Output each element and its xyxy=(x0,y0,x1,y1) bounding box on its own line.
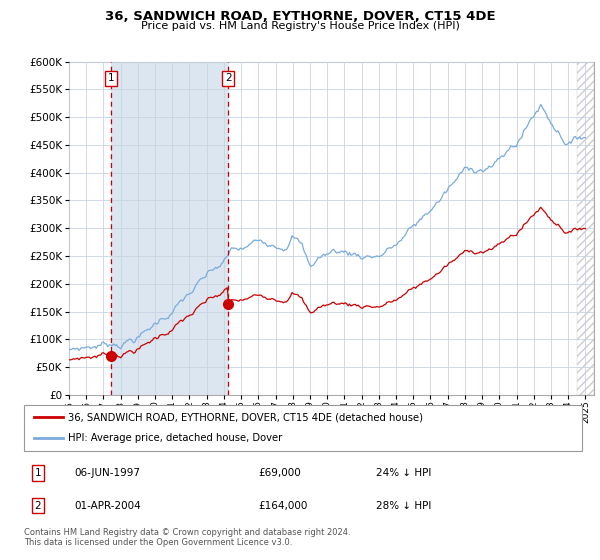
Text: 36, SANDWICH ROAD, EYTHORNE, DOVER, CT15 4DE: 36, SANDWICH ROAD, EYTHORNE, DOVER, CT15… xyxy=(104,10,496,23)
Text: 01-APR-2004: 01-APR-2004 xyxy=(74,501,141,511)
Text: Price paid vs. HM Land Registry's House Price Index (HPI): Price paid vs. HM Land Registry's House … xyxy=(140,21,460,31)
Text: 2: 2 xyxy=(35,501,41,511)
Text: 24% ↓ HPI: 24% ↓ HPI xyxy=(376,468,431,478)
Text: 06-JUN-1997: 06-JUN-1997 xyxy=(74,468,140,478)
FancyBboxPatch shape xyxy=(24,405,582,451)
Text: 1: 1 xyxy=(35,468,41,478)
Text: £69,000: £69,000 xyxy=(259,468,301,478)
Text: 36, SANDWICH ROAD, EYTHORNE, DOVER, CT15 4DE (detached house): 36, SANDWICH ROAD, EYTHORNE, DOVER, CT15… xyxy=(68,412,422,422)
Text: £164,000: £164,000 xyxy=(259,501,308,511)
Text: HPI: Average price, detached house, Dover: HPI: Average price, detached house, Dove… xyxy=(68,433,282,444)
Text: 28% ↓ HPI: 28% ↓ HPI xyxy=(376,501,431,511)
Text: Contains HM Land Registry data © Crown copyright and database right 2024.
This d: Contains HM Land Registry data © Crown c… xyxy=(24,528,350,547)
Text: 2: 2 xyxy=(225,73,232,83)
Text: 1: 1 xyxy=(107,73,114,83)
Bar xyxy=(110,62,228,395)
